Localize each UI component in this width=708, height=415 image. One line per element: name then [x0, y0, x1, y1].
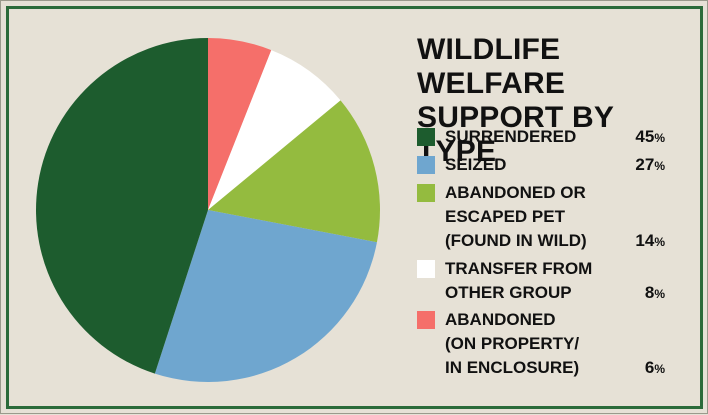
legend-item-seized: SEIZED 27% [417, 153, 677, 179]
chart-border [6, 6, 703, 409]
legend-value: 27% [635, 155, 665, 174]
legend-value: 8% [644, 283, 665, 302]
pie-slice-abandoned-or [208, 100, 380, 243]
legend-swatch [417, 128, 435, 146]
legend-item-transfer-from-other-group: TRANSFER FROM OTHER GROUP 8% [417, 257, 677, 307]
legend-value: 14% [635, 231, 665, 250]
legend-label: ABANDONED (ON PROPERTY/ IN ENCLOSURE) [445, 310, 580, 377]
chart-title: WILDLIFE WELFARE SUPPORT BY TYPE [417, 33, 614, 168]
legend-label: TRANSFER FROM OTHER GROUP [445, 259, 593, 302]
pie-slice-transfer-from [208, 50, 341, 210]
legend-item-surrendered: SURRENDERED 45% [417, 125, 677, 151]
legend-swatch [417, 311, 435, 329]
legend-swatch [417, 156, 435, 174]
pie-slice-abandoned [208, 38, 272, 210]
legend-item-abandoned-or-escaped-pet: ABANDONED OR ESCAPED PET (FOUND IN WILD)… [417, 181, 677, 255]
legend-label: ABANDONED OR ESCAPED PET (FOUND IN WILD) [445, 183, 587, 250]
pie-slice-surrendered [36, 38, 209, 374]
legend-item-abandoned-on-property: ABANDONED (ON PROPERTY/ IN ENCLOSURE) 6% [417, 308, 677, 382]
legend-swatch [417, 260, 435, 278]
legend-swatch [417, 184, 435, 202]
pie-slice-seized [154, 210, 377, 382]
legend-label: SURRENDERED [445, 127, 577, 146]
legend-value: 6% [644, 358, 665, 377]
legend-value: 45% [635, 127, 665, 146]
legend-label: SEIZED [445, 155, 507, 174]
